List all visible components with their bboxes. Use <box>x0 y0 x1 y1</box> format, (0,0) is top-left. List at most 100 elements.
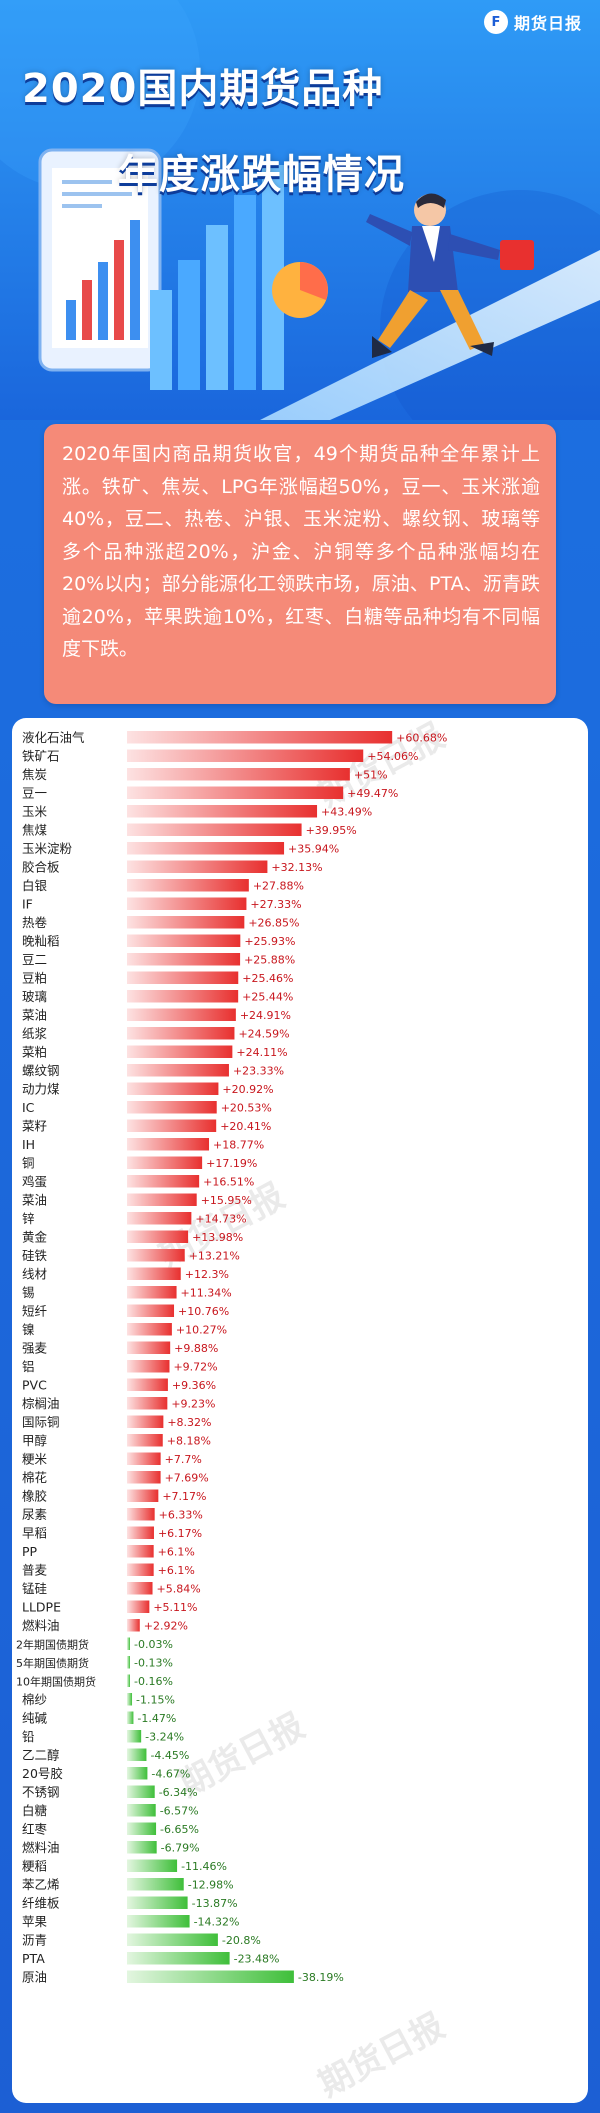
value-label: -0.13% <box>134 1656 173 1669</box>
page-title-line2: 年度涨跌幅情况 <box>118 152 405 198</box>
value-label: -38.19% <box>298 1971 344 1984</box>
category-label: LLDPE <box>22 1599 61 1614</box>
category-label: 动力煤 <box>22 1081 60 1096</box>
value-label: -4.45% <box>150 1749 189 1762</box>
businessman-graphic <box>366 193 534 358</box>
logo-mark-icon: F <box>483 10 508 34</box>
bar-positive <box>127 897 247 910</box>
bar-negative <box>127 1767 148 1780</box>
category-label: 铝 <box>22 1359 35 1374</box>
bar-negative <box>127 1785 155 1798</box>
bar-positive <box>127 1360 170 1373</box>
bar-positive <box>127 1434 163 1447</box>
bar-positive <box>127 1489 159 1502</box>
bar-negative <box>127 1859 178 1872</box>
bar-negative <box>127 1896 188 1909</box>
category-label: 橡胶 <box>22 1488 47 1503</box>
value-label: +5.84% <box>157 1582 201 1595</box>
value-label: +6.1% <box>158 1545 195 1558</box>
value-label: -4.67% <box>151 1767 190 1780</box>
category-label: 鸡蛋 <box>22 1174 47 1189</box>
brand-logo: F 期货日报 <box>483 10 582 34</box>
category-label: 锡 <box>22 1285 35 1300</box>
value-label: +6.1% <box>158 1564 195 1577</box>
bar-negative <box>127 1933 218 1946</box>
bar-positive <box>127 1600 150 1613</box>
bar-positive <box>127 1212 192 1225</box>
category-label: 晚籼稻 <box>22 933 60 948</box>
bar-positive <box>127 1341 171 1354</box>
value-label: -1.15% <box>136 1693 175 1706</box>
bar-positive <box>127 1101 217 1114</box>
bar-positive <box>127 1064 229 1077</box>
bar-positive <box>127 749 364 762</box>
value-label: -23.48% <box>234 1952 280 1965</box>
bar-positive <box>127 1619 140 1632</box>
category-label: 粳稻 <box>22 1858 47 1873</box>
category-label: 棉花 <box>22 1470 47 1485</box>
bar-positive <box>127 823 302 836</box>
category-label: 原油 <box>22 1969 47 1984</box>
value-label: +9.72% <box>173 1360 217 1373</box>
value-label: -6.57% <box>160 1804 199 1817</box>
bar-positive <box>127 1193 197 1206</box>
bar-negative <box>127 1637 130 1650</box>
bar-positive <box>127 786 344 799</box>
value-label: +13.98% <box>192 1231 243 1244</box>
category-label: 菜籽 <box>22 1118 47 1133</box>
chart-panel: 期货日报 期货日报 期货日报 期货日报 液化石油气 +60.68% 铁矿石 +54.0… <box>12 716 588 2105</box>
bar-positive <box>127 1323 172 1336</box>
value-label: -6.34% <box>159 1786 198 1799</box>
value-label: +25.93% <box>244 935 295 948</box>
bar-positive <box>127 1545 154 1558</box>
bar-positive <box>127 1471 161 1484</box>
category-label: 纯碱 <box>22 1710 48 1725</box>
tablet-graphic <box>38 148 162 372</box>
category-label: 锰硅 <box>22 1581 47 1596</box>
category-label: IC <box>22 1100 35 1115</box>
value-label: +18.77% <box>213 1138 264 1151</box>
bar-negative <box>127 1841 157 1854</box>
bar-positive <box>127 971 239 984</box>
summary-text: 2020年国内商品期货收官，49个期货品种全年累计上涨。铁矿、焦炭、LPG年涨幅… <box>62 443 540 660</box>
value-label: +11.34% <box>181 1286 232 1299</box>
value-label: +8.32% <box>167 1416 211 1429</box>
bar-positive <box>127 1008 236 1021</box>
category-label: 菜油 <box>22 1192 47 1207</box>
bar-negative <box>127 1748 147 1761</box>
value-label: +9.23% <box>171 1397 215 1410</box>
value-label: -12.98% <box>188 1878 234 1891</box>
category-label: 锌 <box>22 1211 35 1226</box>
bar-negative <box>127 1804 156 1817</box>
category-label: 棕榈油 <box>22 1396 60 1411</box>
value-label: +60.68% <box>396 731 447 744</box>
value-label: +24.59% <box>238 1027 289 1040</box>
bar-negative <box>127 1711 134 1724</box>
value-label: +10.76% <box>178 1305 229 1318</box>
category-label: 强麦 <box>22 1340 48 1355</box>
category-label: 纸浆 <box>22 1026 48 1041</box>
rising-bars-graphic <box>150 165 328 390</box>
category-label: 菜粕 <box>22 1044 47 1059</box>
bar-positive <box>127 1175 200 1188</box>
value-label: +25.44% <box>242 990 293 1003</box>
value-label: +7.7% <box>165 1453 202 1466</box>
value-label: +6.17% <box>158 1527 202 1540</box>
value-label: +9.88% <box>174 1342 218 1355</box>
bar-positive <box>127 805 318 818</box>
category-label: 焦煤 <box>22 822 48 837</box>
bar-negative <box>127 1970 294 1983</box>
value-label: +27.88% <box>253 879 304 892</box>
summary-card: 2020年国内商品期货收官，49个期货品种全年累计上涨。铁矿、焦炭、LPG年涨幅… <box>44 424 556 704</box>
value-label: +13.21% <box>189 1249 240 1262</box>
category-label: 豆二 <box>22 952 47 967</box>
category-label: 玻璃 <box>22 989 47 1004</box>
value-label: +7.17% <box>162 1490 206 1503</box>
category-label: 不锈钢 <box>22 1784 60 1799</box>
bar-positive <box>127 1045 233 1058</box>
value-label: +49.47% <box>347 787 398 800</box>
category-label: 尿素 <box>22 1507 47 1522</box>
hero-illustration <box>0 0 600 420</box>
category-label: 镍 <box>22 1322 35 1337</box>
bar-positive <box>127 1230 189 1243</box>
